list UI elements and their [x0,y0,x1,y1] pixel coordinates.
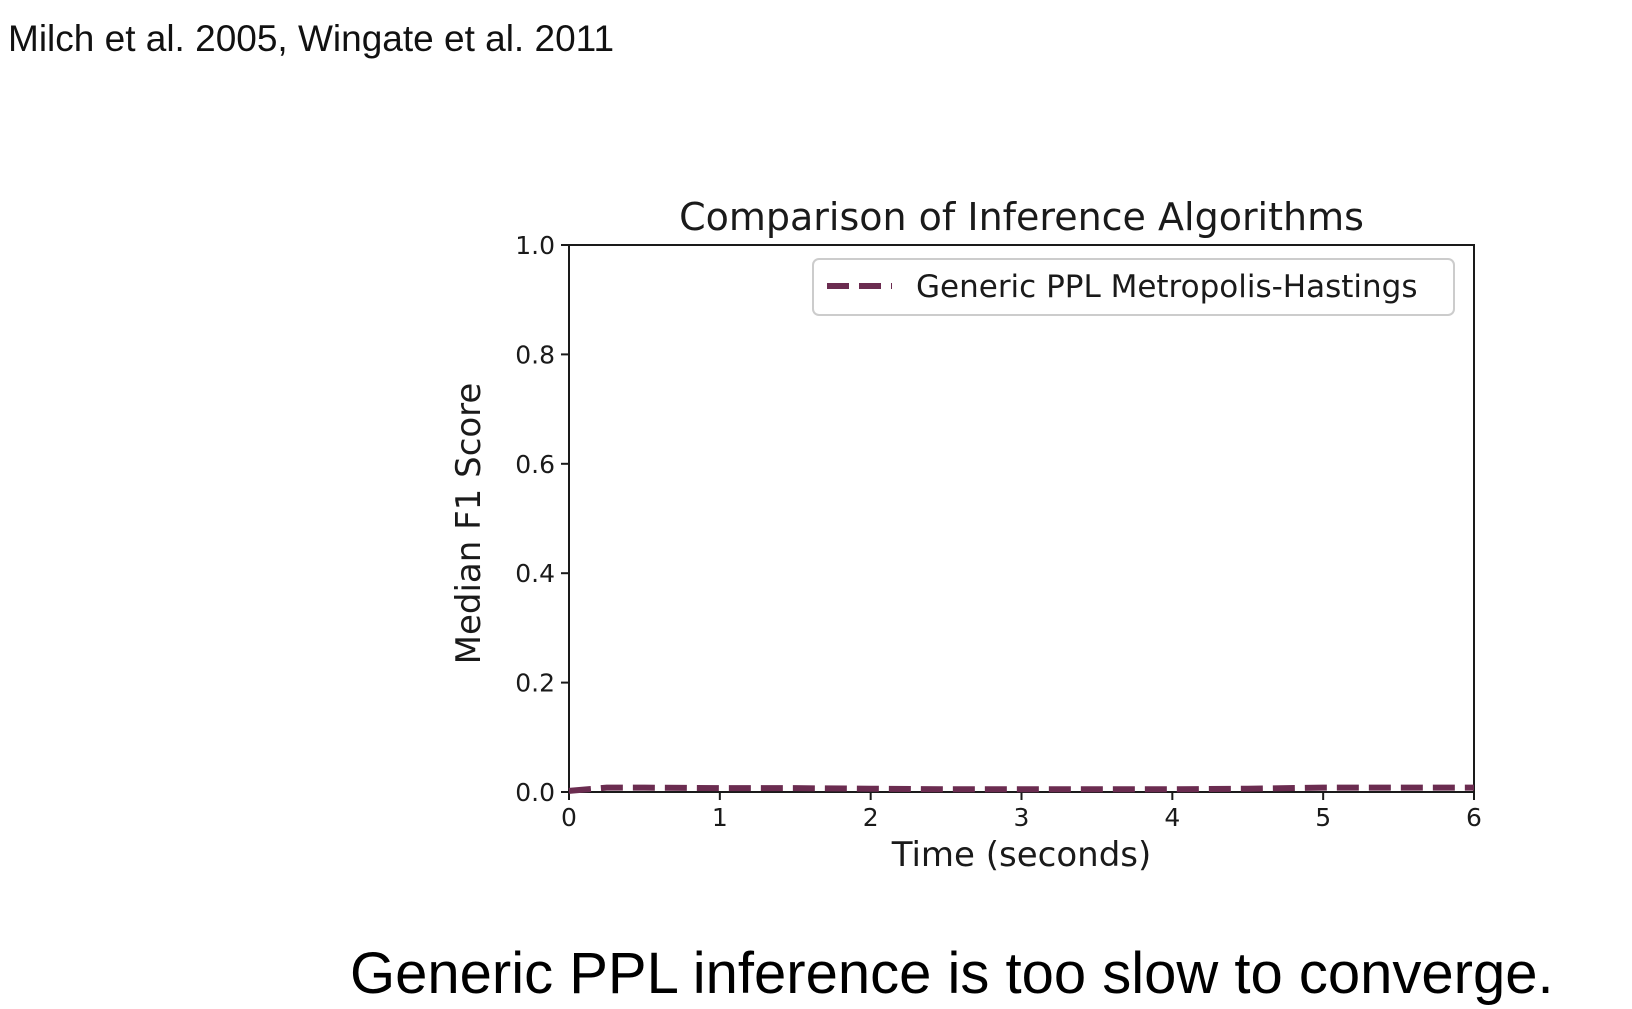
legend: Generic PPL Metropolis-Hastings [812,258,1455,316]
chart-title: Comparison of Inference Algorithms [679,195,1364,239]
y-axis-label: Median F1 Score [449,383,489,665]
series-line [568,784,1474,794]
plot-area [568,244,1475,793]
x-tick-label: 1 [712,803,728,832]
y-tick-label: 0.0 [515,778,555,807]
x-tick-label: 3 [1014,803,1030,832]
chart: Comparison of Inference Algorithms 0 1 2 3 4… [449,195,1482,875]
x-axis-label: Time (seconds) [891,835,1152,875]
x-tick-label: 0 [561,803,577,832]
y-tick-label: 0.6 [515,450,555,479]
x-tick-label: 6 [1466,803,1482,832]
x-tick-label: 2 [863,803,879,832]
x-tick-label: 5 [1315,803,1331,832]
y-tick-label: 1.0 [515,231,555,260]
legend-box [812,258,1455,316]
x-tick-label: 4 [1164,803,1180,832]
y-axis-ticks: 0.0 0.2 0.4 0.6 0.8 1.0 [515,231,569,807]
x-axis-ticks: 0 1 2 3 4 5 6 [561,792,1482,832]
series-layer [568,784,1474,794]
y-tick-label: 0.2 [515,669,555,698]
y-tick-label: 0.8 [515,340,555,369]
plot-frame [568,244,1475,793]
caption-text: Generic PPL inference is too slow to con… [350,941,1554,1006]
legend-label: Generic PPL Metropolis-Hastings [916,269,1418,305]
citation-text: Milch et al. 2005, Wingate et al. 2011 [8,18,615,59]
y-tick-label: 0.4 [515,559,555,588]
